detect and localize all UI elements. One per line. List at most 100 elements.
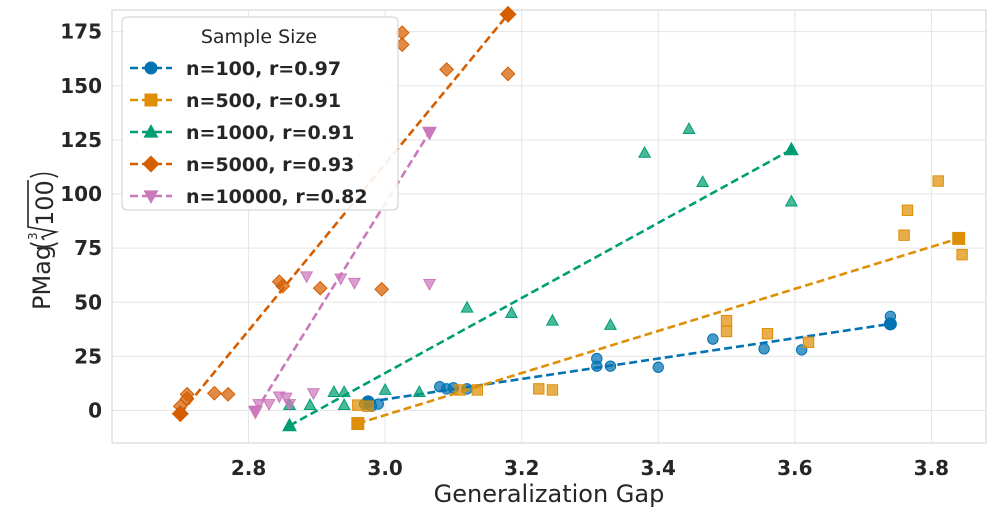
data-point (504, 306, 519, 319)
y-axis-ticks: 0 25 50 75 100 125 150 175 (60, 20, 102, 423)
data-point (439, 62, 455, 78)
y-tick-label: 75 (74, 236, 102, 260)
y-tick-label: 175 (60, 20, 102, 44)
data-point (300, 271, 314, 284)
data-point (471, 384, 484, 396)
legend-marker (142, 155, 160, 173)
series-layer (171, 5, 968, 432)
data-point (362, 400, 374, 412)
data-point (282, 399, 297, 412)
plot-frame (111, 9, 987, 444)
data-point (545, 313, 559, 326)
data-point (761, 327, 774, 340)
legend-label: n=5000, r=0.93 (186, 154, 354, 176)
y-axis-label-main: PMag (28, 245, 56, 310)
fit-line (254, 131, 431, 413)
data-point (412, 385, 426, 398)
y-axis-label-paren-close (29, 172, 59, 178)
x-axis-label: Generalization Gap (434, 480, 665, 508)
series-1 (351, 175, 968, 431)
data-point (303, 398, 317, 411)
data-point (312, 280, 328, 296)
y-axis-label-root-index: 3 (26, 232, 40, 240)
x-axis-ticks: 2.8 3.0 3.2 3.4 3.6 3.8 (231, 456, 949, 480)
fit-endpoint (499, 5, 517, 23)
legend-label: n=500, r=0.91 (186, 90, 341, 112)
legend-marker (143, 190, 159, 204)
legend-entry: n=1000, r=0.91 (130, 122, 354, 144)
x-tick-label: 3.0 (367, 456, 402, 480)
data-point (352, 399, 364, 411)
data-point (279, 392, 293, 405)
data-point (500, 66, 516, 82)
fit-endpoint (422, 126, 437, 141)
y-tick-label: 50 (74, 290, 102, 314)
legend-label: n=10000, r=0.82 (186, 186, 368, 208)
data-point (932, 175, 944, 187)
data-point (337, 398, 351, 411)
legend-label: n=100, r=0.97 (186, 58, 341, 80)
y-tick-label: 0 (88, 399, 102, 423)
legend-entry: n=100, r=0.97 (130, 58, 341, 80)
y-axis-label: PMag 3 100 (26, 172, 60, 310)
y-axis-label-paren-open (29, 242, 59, 248)
legend-entries: n=100, r=0.97 n=500, r=0.91 n=1000, r=0.91… (130, 58, 368, 208)
data-point (220, 386, 236, 402)
series-4 (247, 126, 437, 420)
legend-entry: n=5000, r=0.93 (130, 154, 354, 176)
data-point (758, 343, 770, 355)
y-tick-label: 125 (60, 128, 102, 152)
data-point (206, 385, 222, 401)
legend-entry: n=10000, r=0.82 (130, 186, 368, 208)
x-tick-label: 3.4 (641, 456, 676, 480)
series-2 (282, 122, 799, 432)
data-point (603, 317, 618, 330)
data-point (262, 399, 276, 412)
x-tick-label: 3.2 (504, 456, 539, 480)
data-point (707, 333, 719, 345)
x-tick-label: 2.8 (231, 456, 266, 480)
legend-title: Sample Size (201, 26, 317, 48)
data-point (347, 277, 361, 290)
fit-line (367, 322, 891, 404)
fit-endpoint (883, 317, 897, 331)
y-tick-label: 100 (60, 182, 102, 206)
fit-endpoint (952, 231, 966, 245)
legend-label: n=1000, r=0.91 (186, 122, 354, 144)
legend-marker (144, 61, 158, 75)
fit-endpoint (247, 406, 263, 420)
data-point (179, 386, 195, 402)
data-point (533, 383, 545, 395)
fit-line (357, 237, 960, 425)
fit-endpoint (783, 141, 799, 156)
data-point (327, 385, 341, 398)
fit-endpoint (171, 405, 189, 423)
data-point (422, 278, 437, 291)
x-tick-label: 3.6 (777, 456, 812, 480)
legend: Sample Size n=100, r=0.97n=500, r=0.91n=… (121, 16, 399, 211)
legend-marker (143, 124, 159, 138)
data-point (652, 361, 664, 373)
fit-line (179, 13, 510, 415)
legend-entry: n=500, r=0.91 (130, 90, 341, 112)
data-point (956, 248, 968, 261)
data-point (802, 336, 815, 349)
legend-marker (144, 93, 158, 107)
data-point (306, 388, 320, 401)
y-axis-label-radical-sign (27, 180, 60, 241)
data-point (696, 175, 710, 188)
legend-box (121, 16, 399, 211)
data-point (784, 194, 798, 207)
data-point (378, 382, 392, 395)
x-tick-label: 3.8 (914, 456, 949, 480)
fit-endpoint (282, 417, 297, 432)
y-tick-label: 25 (74, 344, 102, 368)
data-point (460, 300, 474, 313)
data-point (720, 314, 733, 327)
data-point (898, 229, 910, 241)
fit-endpoint (351, 417, 365, 431)
y-axis-label-radicand: 100 (31, 180, 59, 226)
series-0 (358, 310, 897, 412)
y-tick-label: 150 (60, 74, 102, 98)
data-point (720, 325, 733, 338)
